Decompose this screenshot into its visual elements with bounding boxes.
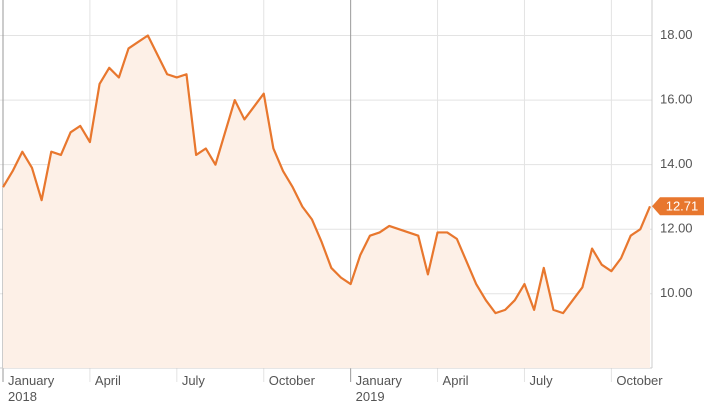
y-tick-label: 18.00 bbox=[660, 27, 693, 42]
x-tick-label: January 2018 bbox=[8, 373, 55, 404]
y-tick-label: 14.00 bbox=[660, 156, 693, 171]
x-tick-label: October bbox=[268, 373, 315, 388]
price-line bbox=[2, 34, 652, 315]
last-value-box bbox=[652, 197, 704, 216]
x-tick-label: July bbox=[181, 373, 205, 388]
area bbox=[3, 35, 650, 368]
y-tick-label: 16.00 bbox=[660, 92, 693, 107]
last-value-label: 12.71 bbox=[666, 199, 699, 214]
x-tick-label: April bbox=[94, 373, 121, 388]
x-tick-label: July bbox=[529, 373, 553, 388]
x-tick-label: January 2019 bbox=[355, 373, 402, 404]
x-tick-label: October bbox=[616, 373, 663, 388]
y-tick-label: 10.00 bbox=[660, 285, 693, 300]
y-tick-label: 12.00 bbox=[660, 221, 693, 236]
x-tick-label: April bbox=[442, 373, 469, 388]
